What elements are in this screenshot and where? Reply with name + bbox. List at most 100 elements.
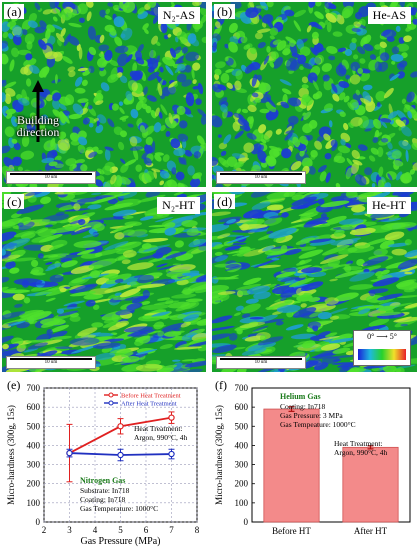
grain bbox=[356, 258, 365, 266]
micrograph-n2-ht: (c) N₂-HT 10 um bbox=[2, 192, 206, 372]
grain bbox=[284, 9, 295, 17]
grain bbox=[276, 304, 301, 313]
grain bbox=[258, 318, 285, 324]
grain bbox=[93, 352, 116, 361]
grain bbox=[314, 140, 323, 150]
y-tick-label: 0 bbox=[36, 517, 41, 527]
grain bbox=[72, 164, 77, 169]
grain bbox=[228, 41, 238, 53]
grain bbox=[21, 28, 28, 36]
annotation-conditions: Coating: In718 bbox=[280, 402, 325, 411]
grain bbox=[153, 169, 157, 179]
grain bbox=[77, 98, 89, 103]
grain bbox=[69, 219, 84, 225]
grain bbox=[59, 287, 67, 293]
grain bbox=[172, 359, 181, 362]
grain bbox=[2, 92, 6, 103]
grain bbox=[55, 32, 65, 43]
micrograph-n2-as: (a) N₂-AS Building direction 10 um bbox=[2, 2, 206, 187]
grain bbox=[60, 8, 73, 21]
grain bbox=[370, 147, 379, 155]
grain bbox=[369, 54, 377, 60]
grain bbox=[283, 267, 297, 272]
grain bbox=[319, 171, 327, 182]
grain bbox=[57, 310, 79, 317]
grain bbox=[212, 333, 231, 342]
grain bbox=[17, 222, 24, 227]
x-tick-label: 6 bbox=[144, 525, 149, 535]
grain bbox=[360, 97, 372, 106]
grain bbox=[54, 74, 58, 84]
grain bbox=[129, 182, 136, 187]
grain bbox=[332, 263, 352, 268]
grain bbox=[404, 239, 412, 246]
grain bbox=[91, 196, 117, 204]
grain bbox=[322, 74, 330, 82]
grain bbox=[93, 304, 100, 310]
grain bbox=[300, 303, 307, 308]
grain bbox=[56, 306, 81, 311]
grain bbox=[139, 125, 146, 133]
grain bbox=[41, 157, 55, 164]
grain bbox=[122, 2, 136, 13]
grain bbox=[332, 31, 343, 37]
grain bbox=[172, 214, 201, 222]
grain bbox=[38, 66, 50, 78]
grain bbox=[262, 245, 275, 252]
panel-label-bg bbox=[6, 378, 26, 391]
grain bbox=[114, 292, 122, 296]
grain bbox=[395, 25, 401, 32]
grain bbox=[163, 180, 172, 187]
grain bbox=[159, 180, 165, 186]
grain bbox=[180, 183, 186, 187]
grain bbox=[248, 2, 255, 9]
grain bbox=[185, 51, 199, 62]
grain bbox=[193, 151, 201, 159]
grain bbox=[114, 241, 142, 251]
grain bbox=[34, 227, 49, 234]
grain bbox=[307, 72, 318, 83]
grain bbox=[240, 36, 248, 44]
condition-label: N₂-HT bbox=[157, 197, 200, 214]
grain bbox=[173, 82, 179, 87]
grain bbox=[200, 113, 206, 125]
grain bbox=[100, 216, 127, 221]
grain bbox=[181, 46, 189, 54]
grain bbox=[107, 2, 114, 7]
grain bbox=[273, 57, 284, 69]
grain bbox=[73, 203, 81, 211]
grain bbox=[335, 182, 341, 187]
grain bbox=[340, 192, 348, 197]
grain bbox=[138, 95, 145, 101]
grain bbox=[266, 301, 293, 311]
grain bbox=[154, 217, 174, 223]
grain bbox=[146, 94, 157, 102]
grain bbox=[191, 282, 206, 291]
grain bbox=[275, 271, 296, 278]
panel-label: (d) bbox=[214, 194, 236, 209]
grain bbox=[143, 157, 152, 166]
y-tick-label: 300 bbox=[27, 460, 41, 470]
grain bbox=[288, 277, 315, 288]
grain bbox=[54, 7, 63, 19]
grain bbox=[298, 144, 307, 152]
grain bbox=[241, 108, 249, 114]
grain bbox=[381, 137, 389, 143]
grain bbox=[195, 98, 202, 105]
grain bbox=[297, 340, 309, 344]
grain bbox=[365, 294, 385, 303]
grain bbox=[42, 9, 53, 15]
grain bbox=[272, 39, 282, 45]
grain bbox=[378, 305, 396, 312]
grain bbox=[214, 251, 223, 256]
grain bbox=[338, 92, 346, 101]
grain bbox=[306, 134, 313, 141]
grain bbox=[403, 104, 411, 113]
panel-label: (c) bbox=[4, 194, 25, 209]
grain bbox=[61, 260, 78, 268]
grain bbox=[44, 224, 54, 228]
grain bbox=[129, 136, 138, 147]
grain bbox=[28, 12, 38, 23]
grain bbox=[95, 99, 104, 106]
grain bbox=[70, 265, 95, 274]
